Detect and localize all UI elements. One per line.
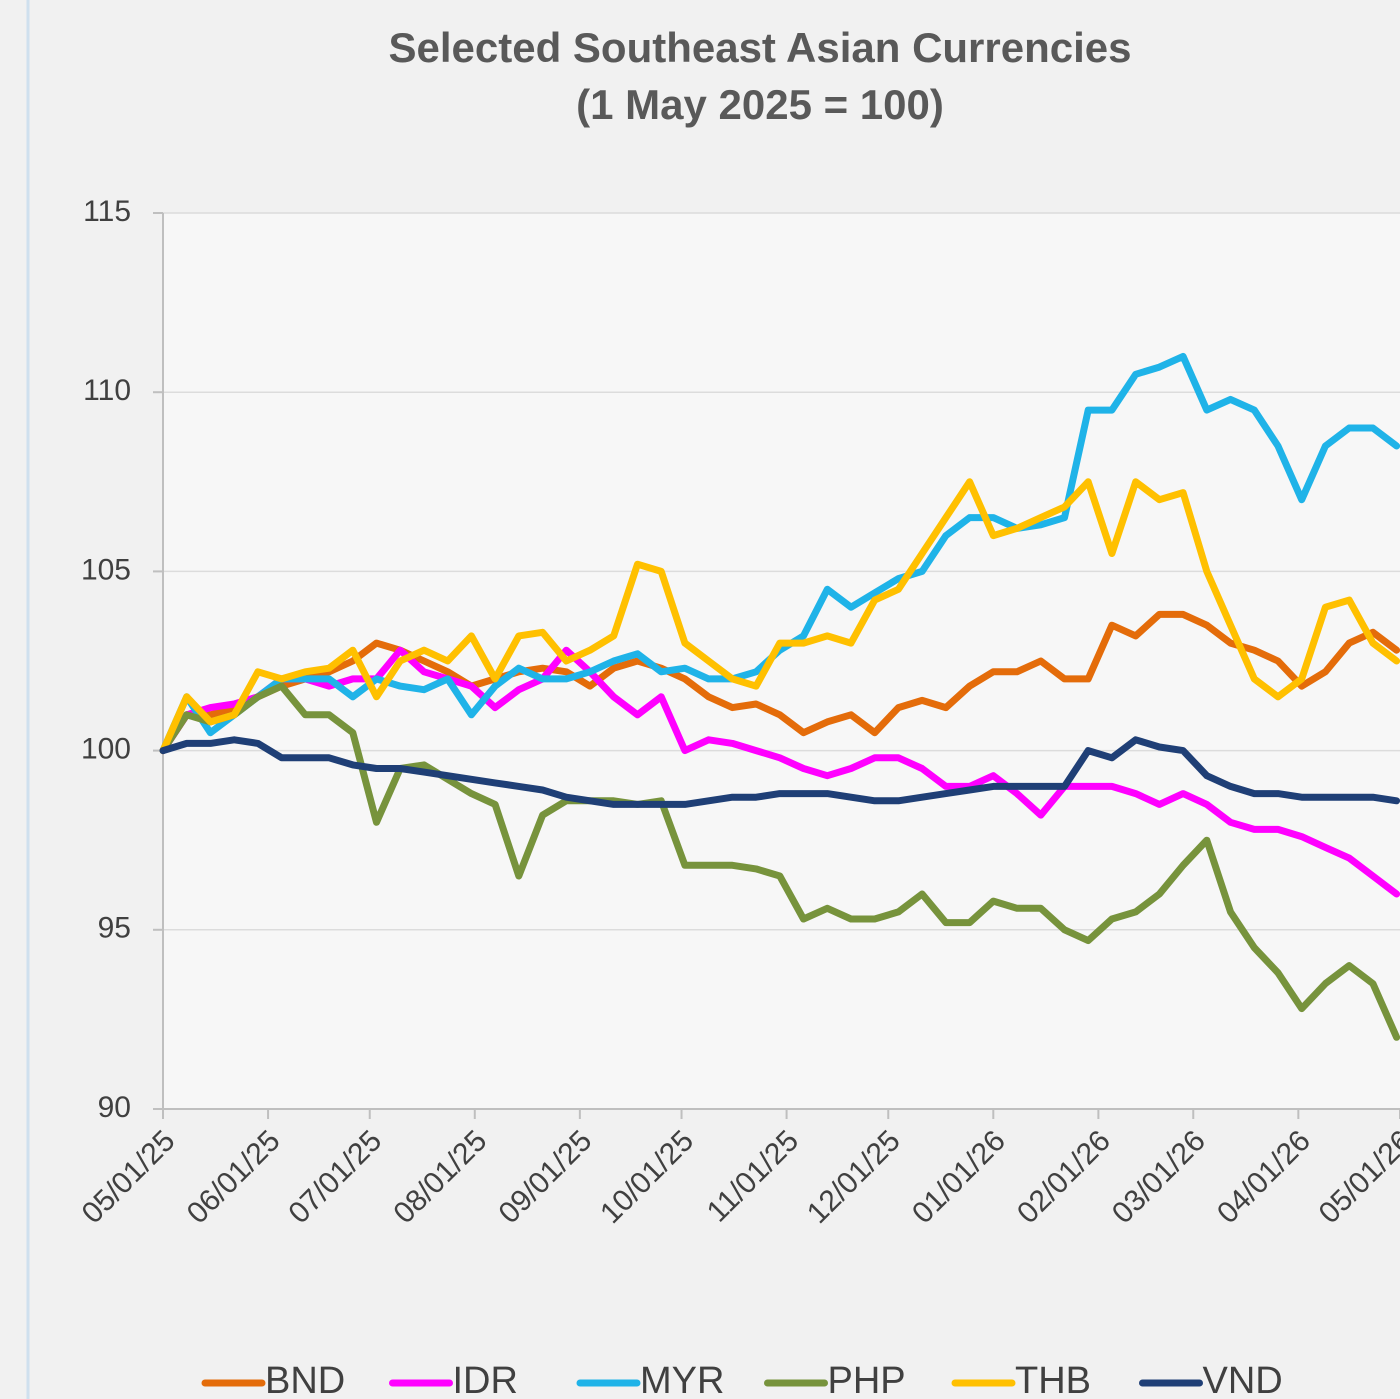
y-tick-label: 105 <box>81 553 131 586</box>
series-line <box>159 682 1400 1041</box>
y-tick-label: 115 <box>83 195 131 228</box>
y-tick-label: 100 <box>81 733 131 766</box>
series-line <box>159 736 1400 808</box>
legend-label: MYR <box>640 1360 724 1399</box>
plot-area <box>163 213 1400 1109</box>
x-tick-label: 04/01/26 <box>1211 1124 1317 1230</box>
legend-label: IDR <box>453 1360 518 1399</box>
legend-label: PHP <box>828 1360 906 1399</box>
x-tick-label: 06/01/25 <box>181 1124 287 1230</box>
x-tick-label: 05/01/26 <box>1313 1124 1400 1230</box>
y-tick-label: 90 <box>98 1091 131 1124</box>
legend-label: BND <box>265 1360 345 1399</box>
x-tick-label: 01/01/26 <box>906 1124 1012 1230</box>
series-line <box>159 610 1400 755</box>
y-tick-label: 110 <box>83 374 131 407</box>
x-tick-label: 02/01/26 <box>1011 1124 1117 1230</box>
chart-title: Selected Southeast Asian Currencies <box>388 24 1131 71</box>
x-tick-label: 07/01/25 <box>282 1124 388 1230</box>
x-tick-label: 08/01/25 <box>387 1124 493 1230</box>
y-tick-label: 95 <box>98 912 131 945</box>
legend-label: VND <box>1203 1360 1283 1399</box>
x-tick-label: 03/01/26 <box>1106 1124 1212 1230</box>
x-tick-label: 11/01/25 <box>701 1124 805 1228</box>
x-tick-label: 10/01/25 <box>594 1124 700 1230</box>
x-tick-label: 12/01/25 <box>801 1124 907 1230</box>
legend-label: THB <box>1015 1360 1091 1399</box>
series-line <box>159 478 1400 755</box>
x-tick-label: 05/01/25 <box>76 1124 182 1230</box>
chart-subtitle: (1 May 2025 = 100) <box>576 81 944 128</box>
x-tick-label: 09/01/25 <box>492 1124 598 1230</box>
